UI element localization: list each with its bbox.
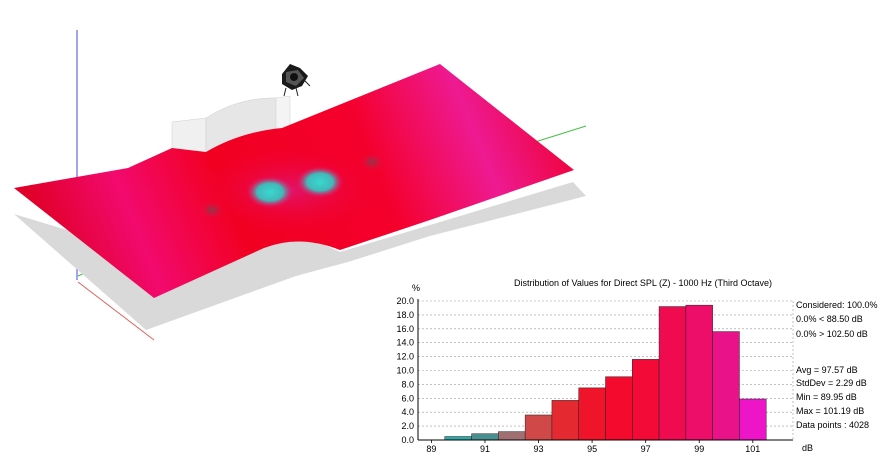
- x-axis-line: [77, 281, 155, 341]
- dark-zone-left: [200, 201, 224, 219]
- cyan-zone-right: [296, 166, 344, 198]
- y-axis-line-right: [534, 125, 587, 143]
- speaker-array-icon[interactable]: [282, 64, 311, 97]
- dark-zone-right: [360, 153, 384, 171]
- cyan-zone-left: [246, 176, 294, 208]
